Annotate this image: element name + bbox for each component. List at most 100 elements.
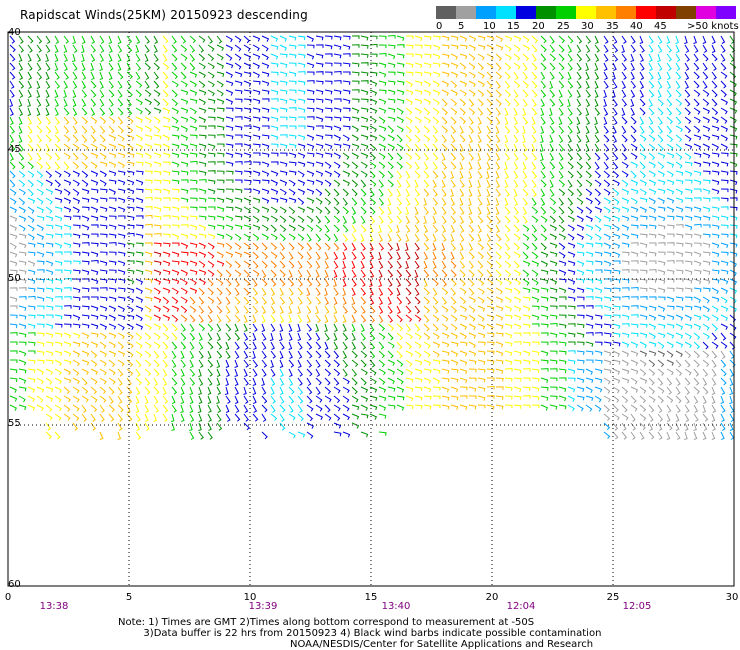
wind-barb (45, 143, 51, 152)
wind-barb (18, 98, 23, 107)
wind-barb (63, 35, 70, 44)
wind-barb (675, 215, 684, 221)
wind-barb (261, 386, 267, 395)
wind-barb (279, 341, 285, 350)
wind-barb (720, 323, 728, 330)
wind-barb (450, 161, 457, 170)
wind-barb (549, 80, 554, 89)
wind-barb (576, 386, 585, 392)
wind-barb (639, 269, 648, 274)
wind-barb (234, 80, 243, 86)
wind-barb (351, 269, 357, 278)
wind-barb (684, 431, 688, 440)
wind-barb (81, 269, 90, 275)
wind-barb (279, 170, 288, 176)
wind-barb (414, 404, 423, 409)
wind-barb (207, 71, 215, 79)
wind-barb (567, 296, 576, 302)
wind-barb (486, 179, 491, 188)
wind-barb (9, 44, 16, 53)
wind-barb (63, 116, 70, 125)
wind-barb (405, 260, 409, 269)
wind-barb (558, 287, 567, 294)
wind-barb (342, 197, 348, 206)
wind-barb (522, 269, 530, 277)
wind-barb (702, 143, 710, 150)
wind-barb (180, 215, 189, 221)
wind-barb (279, 269, 286, 278)
wind-barb (306, 431, 314, 439)
wind-barb (459, 368, 468, 375)
wind-barb (468, 143, 473, 152)
wind-barb (441, 314, 449, 322)
wind-barb (504, 80, 511, 89)
wind-barb (9, 188, 17, 196)
wind-barb (288, 62, 297, 67)
wind-barb (189, 341, 195, 350)
wind-barb (486, 152, 492, 161)
wind-barb (603, 161, 609, 170)
wind-barb (423, 251, 429, 260)
wind-barb (666, 260, 675, 264)
wind-barb (720, 287, 728, 294)
wind-barb (369, 395, 378, 401)
wind-barb (378, 341, 385, 350)
wind-barb (387, 332, 394, 341)
wind-barb (603, 242, 612, 249)
wind-barb (45, 341, 54, 346)
wind-barb (117, 251, 126, 257)
wind-barb (531, 44, 538, 53)
wind-barb (603, 206, 611, 214)
wind-barb (495, 134, 501, 143)
wind-barb (162, 314, 171, 321)
wind-barb (387, 224, 393, 233)
wind-barb (639, 413, 647, 421)
wind-barb (450, 386, 459, 393)
wind-barb (45, 215, 54, 222)
wind-barb (36, 161, 44, 170)
wind-barb (207, 116, 216, 121)
wind-barb (126, 71, 133, 80)
wind-barb (585, 224, 594, 231)
wind-barb (36, 287, 45, 292)
wind-barb (387, 215, 394, 224)
wind-barb (54, 125, 59, 134)
wind-barb (603, 179, 611, 187)
wind-barb (378, 71, 387, 78)
wind-barb (621, 350, 630, 357)
wind-barb (405, 287, 412, 296)
wind-barb (549, 62, 556, 71)
wind-barb (585, 359, 594, 364)
wind-barb (404, 242, 409, 251)
wind-barb (450, 152, 457, 161)
wind-barb (81, 386, 89, 394)
wind-barb (531, 242, 538, 251)
wind-barb (288, 98, 297, 104)
wind-barb (378, 107, 387, 114)
wind-barb (288, 125, 297, 130)
wind-barb (36, 386, 45, 393)
wind-barb (351, 143, 360, 150)
wind-barb (486, 305, 495, 311)
wind-barb (270, 341, 275, 350)
wind-barb (189, 143, 198, 149)
time-label: 12:04 (506, 601, 536, 612)
wind-barb (459, 341, 468, 347)
wind-barb (621, 341, 630, 348)
wind-barb (198, 170, 207, 176)
wind-barb (378, 35, 387, 40)
wind-barb (288, 80, 297, 85)
wind-barb (405, 134, 412, 143)
wind-barb (378, 44, 387, 49)
wind-barb (540, 98, 545, 107)
wind-barb (108, 179, 117, 185)
wind-barb (675, 44, 680, 53)
wind-barb (639, 422, 646, 431)
wind-barb (297, 368, 303, 377)
wind-barb (270, 125, 279, 131)
wind-barb (54, 395, 62, 403)
wind-barb (585, 260, 594, 265)
wind-barb (657, 62, 663, 71)
wind-barb (135, 71, 141, 80)
wind-barb (99, 323, 108, 330)
